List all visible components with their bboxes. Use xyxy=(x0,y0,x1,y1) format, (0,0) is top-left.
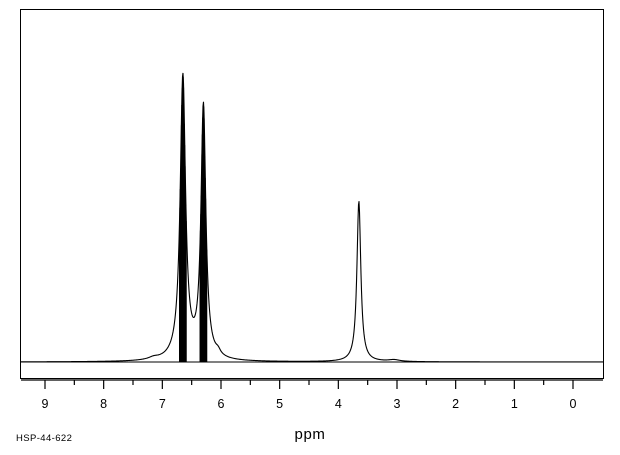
axis-tick-label-4: 4 xyxy=(334,397,342,411)
axis-tick-label-3: 3 xyxy=(393,397,401,411)
spectrum-trace xyxy=(20,72,604,363)
axis-ticks xyxy=(21,379,603,389)
axis-tick-label-5: 5 xyxy=(276,397,284,411)
axis-tick-label-2: 2 xyxy=(452,397,460,411)
axis-tick-label-8: 8 xyxy=(100,397,108,411)
axis-tick-label-1: 1 xyxy=(510,397,518,411)
axis-tick-label-9: 9 xyxy=(41,397,49,411)
axis-tick-label-7: 7 xyxy=(158,397,166,411)
plot-frame xyxy=(20,9,604,379)
sample-id-label: HSP-44-622 xyxy=(16,433,73,444)
axis-tick-label-6: 6 xyxy=(217,397,225,411)
axis-tick-label-0: 0 xyxy=(569,397,577,411)
x-axis-title: ppm xyxy=(294,426,326,443)
